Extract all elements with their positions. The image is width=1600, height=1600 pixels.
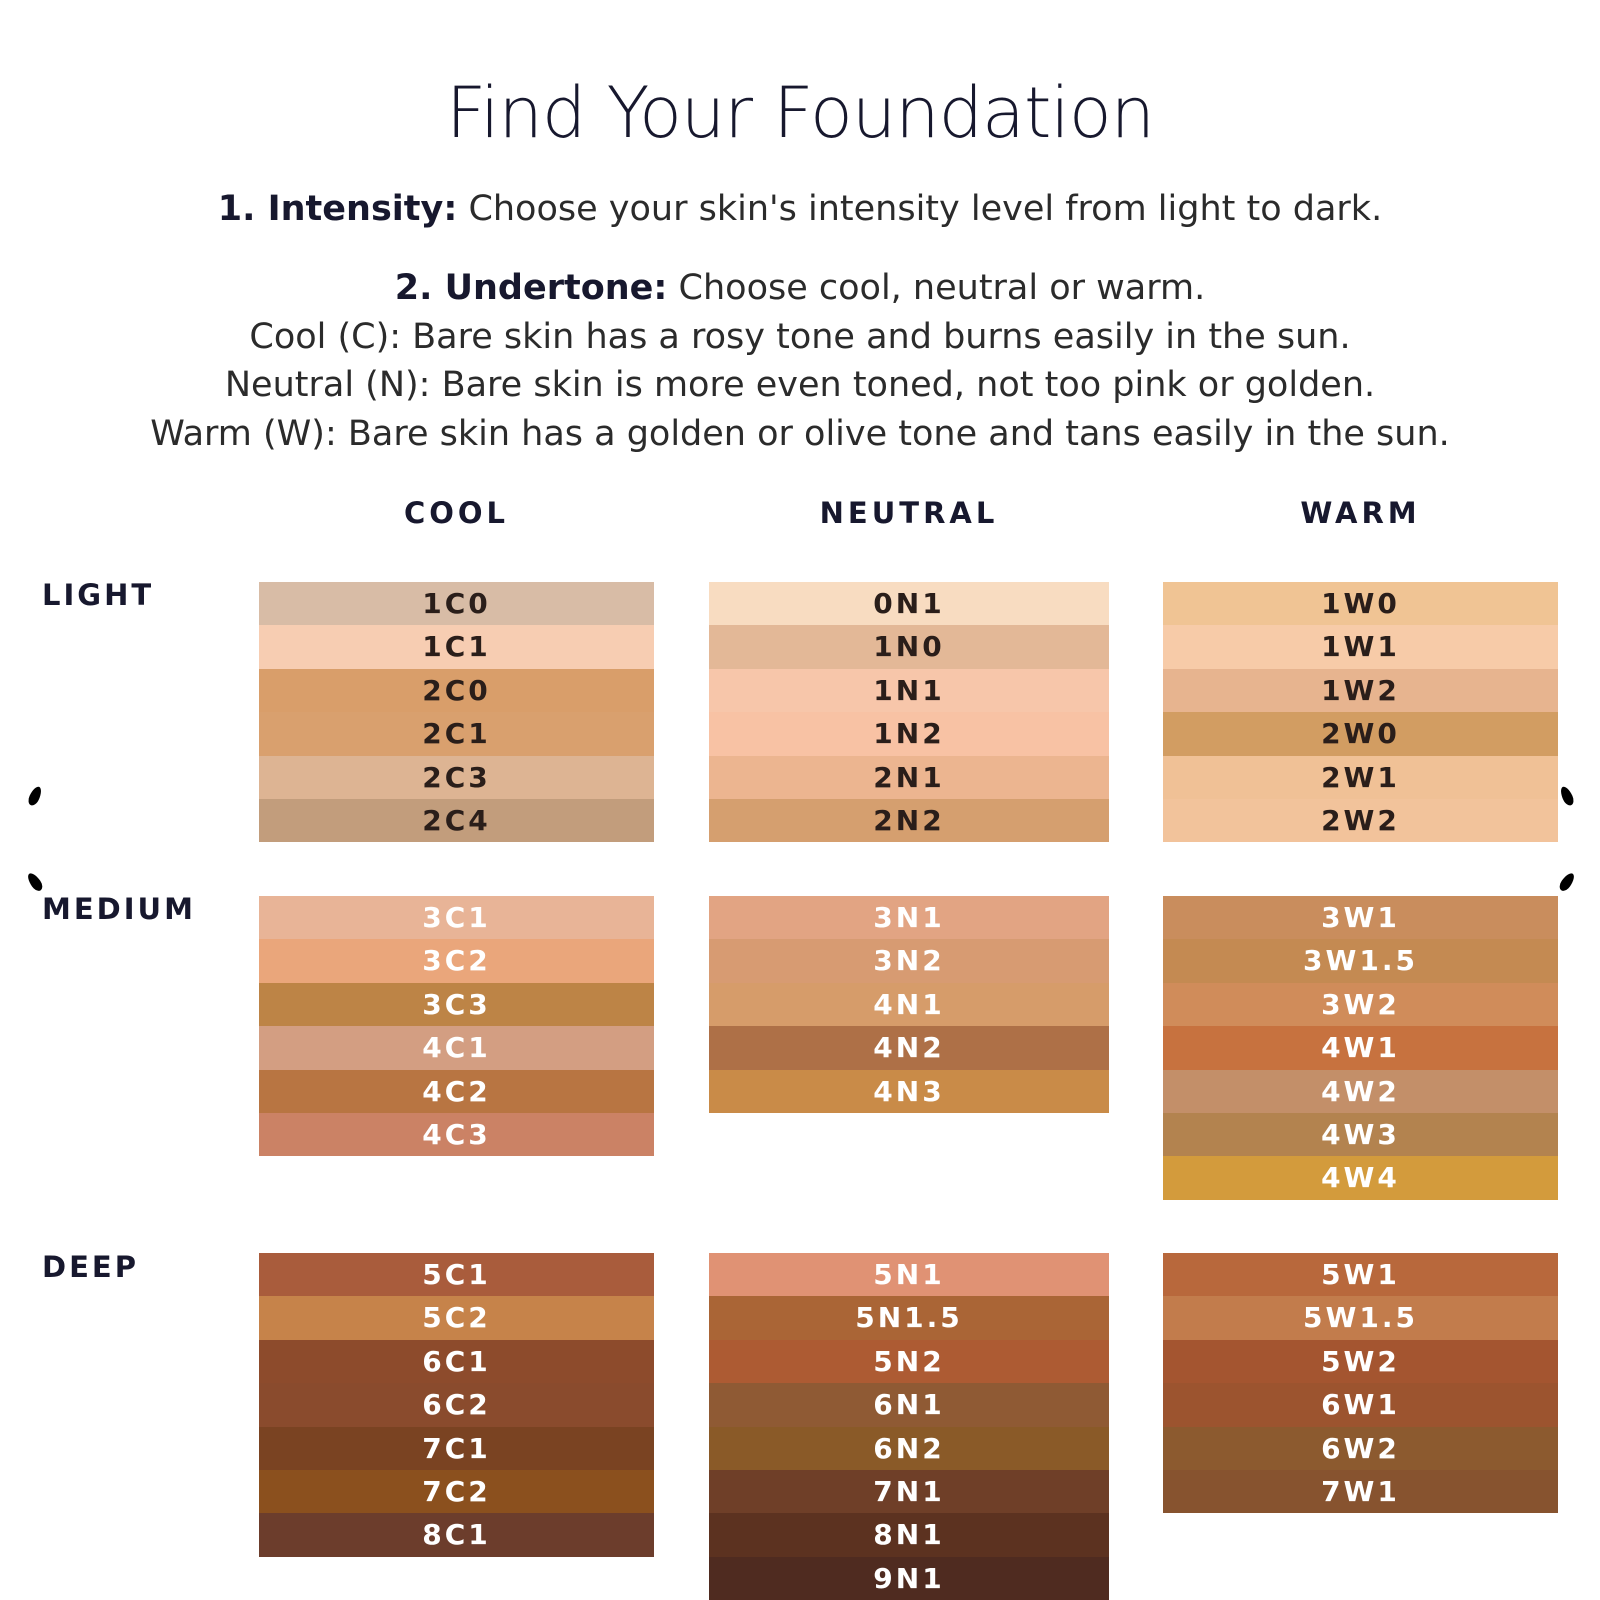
- swatch-group-medium-warm: 3W1 3W1.5 3W2 4W1 4W2 4W3 4W4: [1163, 896, 1558, 1200]
- shade-swatch[interactable]: 7C1: [259, 1426, 654, 1470]
- shade-swatch[interactable]: 1W2: [1163, 668, 1558, 713]
- intensity-label: 1. Intensity:: [217, 189, 458, 229]
- right-scroll-mark-bottom: [1557, 870, 1577, 894]
- shade-swatch[interactable]: 4W3: [1163, 1112, 1558, 1157]
- row-header-medium: MEDIUM: [42, 892, 196, 926]
- swatch-group-light-neutral: 0N1 1N0 1N1 1N2 2N1 2N2: [709, 582, 1109, 843]
- intensity-instruction: 1. Intensity: Choose your skin's intensi…: [0, 189, 1600, 229]
- shade-swatch[interactable]: 1N1: [709, 668, 1109, 713]
- shade-swatch[interactable]: 3C3: [259, 982, 654, 1027]
- column-header-warm: WARM: [1300, 496, 1421, 530]
- swatch-group-medium-neutral: 3N1 3N2 4N1 4N2 4N3: [709, 896, 1109, 1113]
- shade-swatch[interactable]: 3C1: [259, 896, 654, 940]
- shade-swatch[interactable]: 9N1: [709, 1556, 1109, 1600]
- column-header-neutral: NEUTRAL: [819, 496, 999, 530]
- left-scroll-mark-top: [26, 784, 44, 808]
- shade-swatch[interactable]: 3N1: [709, 896, 1109, 940]
- shade-swatch[interactable]: 3W2: [1163, 982, 1558, 1027]
- cool-description: Cool (C): Bare skin has a rosy tone and …: [249, 317, 1351, 357]
- shade-swatch[interactable]: 1C0: [259, 582, 654, 626]
- warm-description: Warm (W): Bare skin has a golden or oliv…: [150, 414, 1450, 454]
- column-header-cool: COOL: [403, 496, 510, 530]
- shade-swatch[interactable]: 5N2: [709, 1339, 1109, 1384]
- intensity-text: Choose your skin's intensity level from …: [457, 189, 1383, 229]
- shade-swatch[interactable]: 4W2: [1163, 1069, 1558, 1113]
- shade-swatch[interactable]: 5N1: [709, 1253, 1109, 1297]
- shade-swatch[interactable]: 4N3: [709, 1069, 1109, 1113]
- shade-swatch[interactable]: 4C3: [259, 1112, 654, 1157]
- shade-swatch[interactable]: 4W4: [1163, 1156, 1558, 1200]
- shade-swatch[interactable]: 4C1: [259, 1026, 654, 1070]
- undertone-instruction: 2. Undertone: Choose cool, neutral or wa…: [0, 268, 1600, 308]
- swatch-group-light-warm: 1W0 1W1 1W2 2W0 2W1 2W2: [1163, 582, 1558, 843]
- shade-swatch[interactable]: 3W1: [1163, 896, 1558, 940]
- shade-swatch[interactable]: 6W1: [1163, 1383, 1558, 1427]
- left-scroll-mark-bottom: [25, 870, 45, 894]
- shade-swatch[interactable]: 5C2: [259, 1296, 654, 1340]
- shade-swatch[interactable]: 3N2: [709, 939, 1109, 983]
- row-header-deep: DEEP: [42, 1250, 139, 1284]
- undertone-text: Choose cool, neutral or warm.: [667, 268, 1206, 308]
- shade-swatch[interactable]: 7C2: [259, 1469, 654, 1514]
- shade-swatch[interactable]: 7N1: [709, 1469, 1109, 1514]
- shade-swatch[interactable]: 2W1: [1163, 755, 1558, 799]
- swatch-group-deep-neutral: 5N1 5N1.5 5N2 6N1 6N2 7N1 8N1 9N1: [709, 1253, 1109, 1600]
- swatch-group-light-cool: 1C0 1C1 2C0 2C1 2C3 2C4: [259, 582, 654, 843]
- shade-swatch[interactable]: 6W2: [1163, 1426, 1558, 1470]
- shade-swatch[interactable]: 2C1: [259, 712, 654, 756]
- shade-swatch[interactable]: 5W1: [1163, 1253, 1558, 1297]
- right-scroll-mark-top: [1558, 784, 1576, 808]
- shade-swatch[interactable]: 2W0: [1163, 712, 1558, 756]
- shade-swatch[interactable]: 8C1: [259, 1513, 654, 1557]
- shade-swatch[interactable]: 6C2: [259, 1383, 654, 1427]
- shade-swatch[interactable]: 8N1: [709, 1513, 1109, 1557]
- shade-swatch[interactable]: 4W1: [1163, 1026, 1558, 1070]
- shade-swatch[interactable]: 4N1: [709, 982, 1109, 1027]
- shade-swatch[interactable]: 1W0: [1163, 582, 1558, 626]
- swatch-group-deep-cool: 5C1 5C2 6C1 6C2 7C1 7C2 8C1: [259, 1253, 654, 1557]
- swatch-group-medium-cool: 3C1 3C2 3C3 4C1 4C2 4C3: [259, 896, 654, 1157]
- swatch-group-deep-warm: 5W1 5W1.5 5W2 6W1 6W2 7W1: [1163, 1253, 1558, 1514]
- shade-swatch[interactable]: 3W1.5: [1163, 939, 1558, 983]
- shade-swatch[interactable]: 0N1: [709, 582, 1109, 626]
- shade-swatch[interactable]: 6N2: [709, 1426, 1109, 1470]
- shade-swatch[interactable]: 2N2: [709, 798, 1109, 843]
- page-title: Find Your Foundation: [445, 72, 1155, 154]
- undertone-label: 2. Undertone:: [394, 268, 668, 308]
- shade-swatch[interactable]: 1N0: [709, 625, 1109, 669]
- shade-swatch[interactable]: 6C1: [259, 1339, 654, 1384]
- shade-swatch[interactable]: 2C0: [259, 668, 654, 713]
- shade-swatch[interactable]: 4C2: [259, 1069, 654, 1113]
- shade-swatch[interactable]: 1C1: [259, 625, 654, 669]
- shade-swatch[interactable]: 5W2: [1163, 1339, 1558, 1384]
- shade-swatch[interactable]: 3C2: [259, 939, 654, 983]
- shade-swatch[interactable]: 2N1: [709, 755, 1109, 799]
- row-header-light: LIGHT: [42, 578, 155, 612]
- shade-swatch[interactable]: 1N2: [709, 712, 1109, 756]
- shade-swatch[interactable]: 4N2: [709, 1026, 1109, 1070]
- shade-swatch[interactable]: 2C4: [259, 798, 654, 843]
- shade-swatch[interactable]: 5C1: [259, 1253, 654, 1297]
- shade-swatch[interactable]: 6N1: [709, 1383, 1109, 1427]
- shade-swatch[interactable]: 5W1.5: [1163, 1296, 1558, 1340]
- shade-swatch[interactable]: 2W2: [1163, 798, 1558, 843]
- shade-swatch[interactable]: 5N1.5: [709, 1296, 1109, 1340]
- shade-swatch[interactable]: 7W1: [1163, 1469, 1558, 1514]
- shade-swatch[interactable]: 2C3: [259, 755, 654, 799]
- neutral-description: Neutral (N): Bare skin is more even tone…: [224, 365, 1376, 405]
- shade-swatch[interactable]: 1W1: [1163, 625, 1558, 669]
